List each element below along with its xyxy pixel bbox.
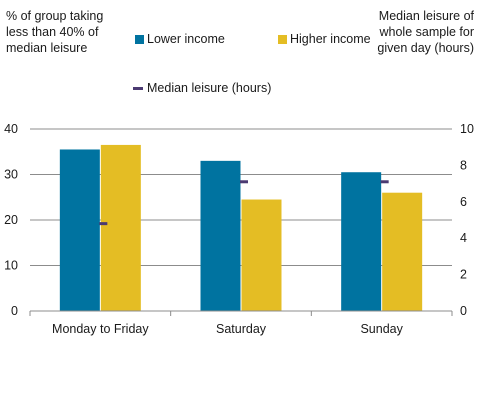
y-tick-label-right: 0 bbox=[460, 304, 467, 318]
x-category-label: Sunday bbox=[360, 322, 403, 336]
median-leisure-marker bbox=[99, 222, 108, 226]
median-leisure-marker bbox=[380, 180, 389, 184]
legend-item-median-leisure: Median leisure (hours) bbox=[133, 80, 271, 96]
legend-item-higher-income: Higher income bbox=[278, 31, 371, 47]
y-tick-label-left: 10 bbox=[4, 259, 18, 273]
legend-item-lower-income: Lower income bbox=[135, 31, 225, 47]
bar-lower-income bbox=[341, 172, 382, 311]
y-tick-label-right: 4 bbox=[460, 231, 467, 245]
left-axis-title: % of group taking less than 40% of media… bbox=[6, 9, 104, 55]
legend-dash-median-icon bbox=[133, 86, 143, 90]
x-category-label: Monday to Friday bbox=[52, 322, 149, 336]
legend-swatch-higher-icon bbox=[278, 34, 287, 44]
y-tick-label-right: 6 bbox=[460, 195, 467, 209]
y-tick-label-left: 0 bbox=[11, 304, 18, 318]
median-leisure-marker bbox=[240, 180, 248, 184]
legend-label-higher: Higher income bbox=[290, 32, 371, 46]
y-tick-label-left: 20 bbox=[4, 213, 18, 227]
y-tick-label-right: 8 bbox=[460, 158, 467, 172]
bar-lower-income bbox=[59, 149, 100, 311]
y-tick-label-right: 10 bbox=[460, 122, 474, 136]
bar-higher-income bbox=[100, 144, 141, 311]
legend-label-lower: Lower income bbox=[147, 32, 225, 46]
bar-lower-income bbox=[200, 160, 241, 311]
legend-label-median: Median leisure (hours) bbox=[147, 81, 272, 95]
y-tick-label-left: 40 bbox=[4, 122, 18, 136]
bar-higher-income bbox=[241, 199, 282, 311]
y-tick-label-right: 2 bbox=[460, 268, 467, 282]
right-axis-title: Median leisure of whole sample for given… bbox=[377, 9, 474, 55]
y-tick-label-left: 30 bbox=[4, 168, 18, 182]
legend-swatch-lower-icon bbox=[135, 34, 144, 44]
bar-higher-income bbox=[382, 192, 423, 311]
x-category-label: Saturday bbox=[216, 322, 267, 336]
